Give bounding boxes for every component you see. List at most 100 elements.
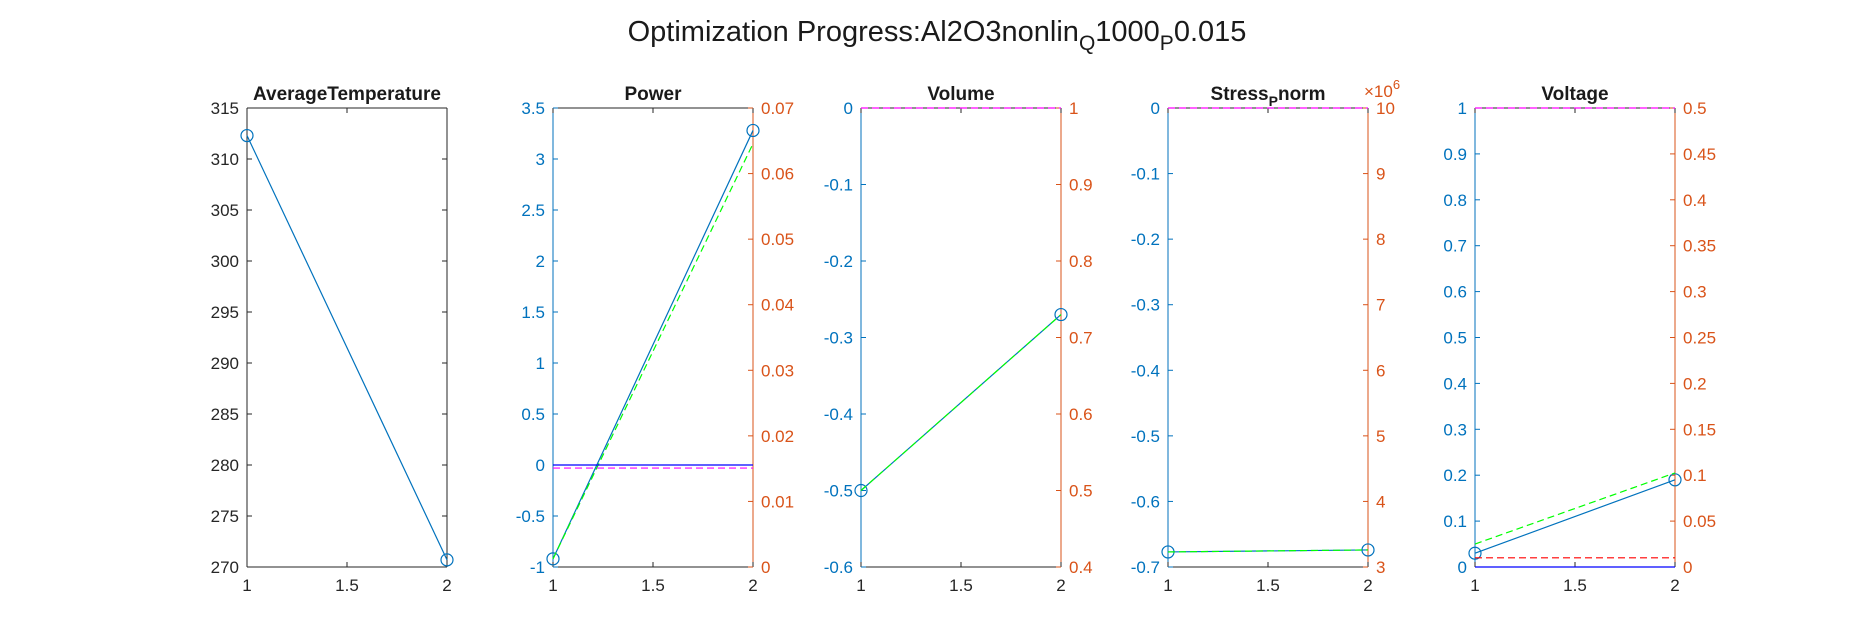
data-point-marker — [440, 553, 454, 567]
left-y-tick-label: 0.5 — [521, 405, 545, 424]
right-y-exponent: ×106 — [1364, 77, 1400, 101]
right-y-tick-label: 0.06 — [761, 165, 794, 184]
subplot-title-text: Power — [624, 84, 682, 105]
right-y-tick-label: 0.6 — [1069, 405, 1093, 424]
right-y-tick-label: 3 — [1376, 558, 1385, 577]
left-y-tick-label: 0 — [536, 456, 545, 475]
subplot-title-rest: norm — [1278, 84, 1326, 105]
right-y-tick-label: 10 — [1376, 99, 1395, 118]
left-y-tick-label: -0.6 — [824, 558, 853, 577]
series-line-2 — [860, 314, 1062, 491]
subplot-title: Volume — [927, 84, 994, 105]
right-y-tick-label: 6 — [1376, 361, 1385, 380]
subplot-title: AverageTemperature — [253, 84, 441, 105]
left-y-tick-label: 0.8 — [1443, 191, 1467, 210]
left-y-tick-label: 1 — [536, 354, 545, 373]
left-y-tick-label: 0 — [1151, 99, 1160, 118]
data-point-marker — [746, 123, 760, 138]
right-y-tick-label: 0.15 — [1683, 420, 1716, 439]
x-tick-label: 1.5 — [1563, 576, 1587, 595]
left-y-tick-label: -0.7 — [1131, 558, 1160, 577]
left-y-tick-label: -0.3 — [824, 329, 853, 348]
x-tick-label: 1 — [1470, 576, 1479, 595]
left-y-tick-label: 3.5 — [521, 99, 545, 118]
right-y-tick-label: 0.5 — [1069, 482, 1093, 501]
data-point-marker — [240, 128, 254, 143]
left-y-tick-label: -0.2 — [1131, 230, 1160, 249]
figure-title-main: Optimization Progress:Al2O3nonlin — [628, 16, 1079, 48]
subplot-title-text: AverageTemperature — [253, 84, 441, 105]
right-y-tick-label: 0.9 — [1069, 176, 1093, 195]
right-y-tick-label: 7 — [1376, 296, 1385, 315]
x-tick-label: 2 — [748, 576, 757, 595]
left-y-tick-label: 2.5 — [521, 201, 545, 220]
left-y-tick-label: 1.5 — [521, 303, 545, 322]
right-y-tick-label: 0.1 — [1683, 466, 1707, 485]
x-tick-label: 2 — [442, 576, 451, 595]
left-y-tick-label: 305 — [211, 201, 239, 220]
left-y-tick-label: 290 — [211, 354, 239, 373]
left-y-tick-label: -0.2 — [824, 252, 853, 271]
figure-title: Optimization Progress:Al2O3nonlinQ1000P0… — [628, 16, 1247, 55]
left-y-tick-label: 285 — [211, 405, 239, 424]
right-y-tick-label: 9 — [1376, 165, 1385, 184]
left-y-tick-label: 280 — [211, 456, 239, 475]
left-y-tick-label: 270 — [211, 558, 239, 577]
left-y-tick-label: 0.9 — [1443, 145, 1467, 164]
left-y-tick-label: 3 — [536, 150, 545, 169]
left-y-tick-label: 0.5 — [1443, 329, 1467, 348]
x-tick-label: 1 — [548, 576, 557, 595]
x-tick-label: 2 — [1056, 576, 1065, 595]
x-tick-label: 1.5 — [335, 576, 359, 595]
left-y-tick-label: 0.2 — [1443, 466, 1467, 485]
x-tick-label: 1.5 — [641, 576, 665, 595]
data-point-marker — [1668, 473, 1682, 487]
right-y-tick-label: 4 — [1376, 492, 1385, 511]
left-y-tick-label: 1 — [1458, 99, 1467, 118]
right-y-tick-label: 0.25 — [1683, 329, 1716, 348]
right-y-tick-label: 0.02 — [761, 427, 794, 446]
right-y-tick-label: 0.45 — [1683, 145, 1716, 164]
subplot-title: Power — [624, 84, 682, 105]
left-y-tick-label: 295 — [211, 303, 239, 322]
subplot-title: StressPnorm — [1211, 84, 1326, 109]
series-line-1 — [246, 135, 448, 561]
x-tick-label: 1.5 — [949, 576, 973, 595]
subplot-3: Volume 1 1.5 2 -0.6 -0.5 -0.4 -0.3 -0.2 -0.1 0 0.4 0… — [824, 84, 1093, 595]
x-tick-label: 2 — [1670, 576, 1679, 595]
left-y-tick-label: -0.4 — [1131, 361, 1160, 380]
right-y-tick-label: 0.2 — [1683, 374, 1707, 393]
figure-title-end: 0.015 — [1174, 16, 1247, 48]
subplot-4: StressPnorm 1 1.5 2 -0.7 -0.6 -0.5 -0.4 -0.3 -0.2… — [1131, 77, 1400, 595]
right-y-tick-label: 0.04 — [761, 296, 794, 315]
right-y-tick-label: 5 — [1376, 427, 1385, 446]
right-y-tick-label: 8 — [1376, 230, 1385, 249]
right-y-tick-label: 0.7 — [1069, 329, 1093, 348]
x-tick-label: 1.5 — [1256, 576, 1280, 595]
data-point-marker — [854, 483, 868, 498]
data-point-marker — [1361, 543, 1375, 557]
right-y-exponent-power: 6 — [1393, 77, 1400, 92]
left-y-tick-label: 0 — [844, 99, 853, 118]
x-tick-label: 1 — [1163, 576, 1172, 595]
left-y-tick-label: 2 — [536, 252, 545, 271]
right-y-tick-label: 0 — [1683, 558, 1692, 577]
data-point-marker — [1468, 546, 1482, 560]
figure-title-sub-p: P — [1160, 32, 1174, 55]
right-y-tick-label: 0 — [761, 558, 770, 577]
subplot-title-subscript: P — [1269, 93, 1278, 109]
left-y-tick-label: 300 — [211, 252, 239, 271]
left-y-tick-label: 310 — [211, 150, 239, 169]
right-y-tick-label: 0.07 — [761, 99, 794, 118]
series-line-2 — [1474, 472, 1676, 545]
subplot-2: Power 1 1.5 2 -1 -0.5 0 0.5 1 1.5 2 2.5 3 3.5 0 0.01 0.0… — [516, 84, 794, 595]
subplot-1: AverageTemperature 1 1.5 2 270 275 280 285 290 29… — [211, 84, 454, 595]
left-y-tick-label: -0.3 — [1131, 296, 1160, 315]
left-y-tick-label: 0.4 — [1443, 374, 1467, 393]
left-y-tick-label: -0.5 — [1131, 427, 1160, 446]
left-y-tick-label: 0.1 — [1443, 512, 1467, 531]
right-y-tick-label: 0.5 — [1683, 99, 1707, 118]
